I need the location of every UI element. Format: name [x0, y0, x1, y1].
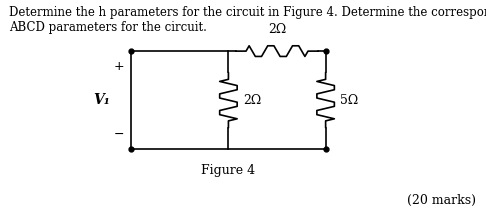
Text: +: + [114, 59, 124, 73]
Text: Figure 4: Figure 4 [201, 164, 256, 177]
Text: −: − [114, 128, 124, 141]
Text: Determine the h parameters for the circuit in Figure 4. Determine the correspond: Determine the h parameters for the circu… [9, 6, 486, 34]
Text: V₁: V₁ [94, 93, 110, 107]
Text: (20 marks): (20 marks) [407, 194, 476, 207]
Text: 2Ω: 2Ω [268, 23, 286, 36]
Text: 5Ω: 5Ω [340, 94, 359, 107]
Text: 2Ω: 2Ω [243, 94, 261, 107]
